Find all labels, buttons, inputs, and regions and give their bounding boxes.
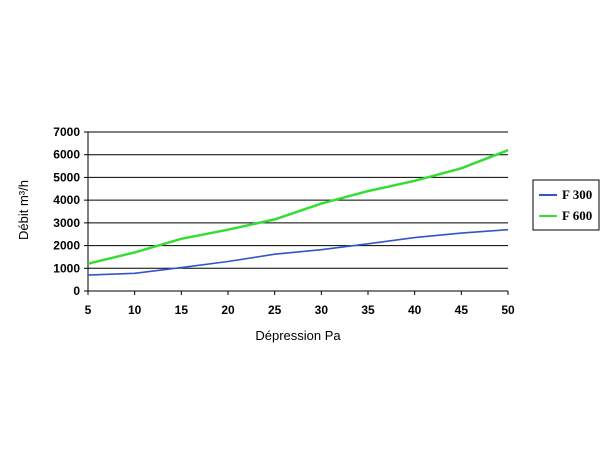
series-line-f300 xyxy=(87,228,509,276)
y-tick-label-4000: 4000 xyxy=(53,193,80,207)
y-axis-title: Débit m³/h xyxy=(16,180,31,240)
y-tick-label-7000: 7000 xyxy=(53,125,80,139)
x-tick-label-30: 30 xyxy=(315,303,329,317)
y-tick-label-1000: 1000 xyxy=(53,261,80,275)
legend-box xyxy=(532,179,600,231)
legend: F 300 F 600 xyxy=(532,179,600,231)
y-tick-label-3000: 3000 xyxy=(53,216,80,230)
x-tick-label-25: 25 xyxy=(268,303,282,317)
y-tick-label-6000: 6000 xyxy=(53,148,80,162)
tick-labels: 0 1000 2000 3000 4000 5000 6000 7000 5 10 15 20 25 30… xyxy=(53,125,515,317)
x-tick-label-15: 15 xyxy=(175,303,189,317)
x-tick-label-5: 5 xyxy=(85,303,92,317)
x-tick-label-40: 40 xyxy=(408,303,422,317)
y-tick-label-0: 0 xyxy=(73,284,80,298)
x-tick-label-45: 45 xyxy=(455,303,469,317)
x-tick-label-50: 50 xyxy=(501,303,515,317)
legend-label-f300: F 300 xyxy=(562,187,592,202)
legend-label-f600: F 600 xyxy=(562,208,592,223)
y-tick-label-5000: 5000 xyxy=(53,170,80,184)
y-tick-label-2000: 2000 xyxy=(53,239,80,253)
x-tick-label-20: 20 xyxy=(221,303,235,317)
axes xyxy=(84,131,509,295)
series xyxy=(87,149,509,276)
x-axis-title: Dépression Pa xyxy=(255,328,341,343)
series-line-f600 xyxy=(87,149,509,265)
x-tick-label-35: 35 xyxy=(361,303,375,317)
x-tick-label-10: 10 xyxy=(128,303,142,317)
